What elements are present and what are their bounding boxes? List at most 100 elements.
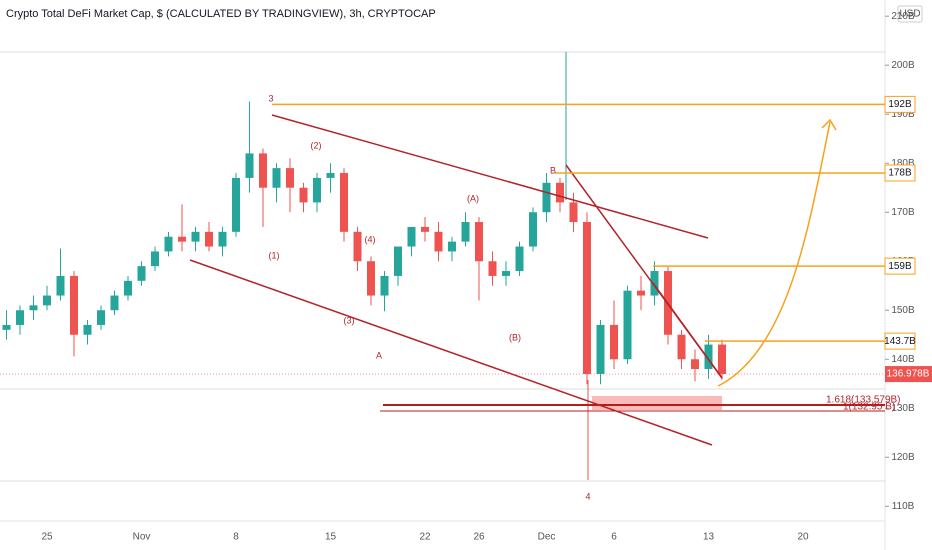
candle-body: [407, 226, 416, 247]
x-tick-label: 25: [41, 532, 53, 543]
y-tick-label: 110B: [892, 501, 915, 512]
candle-body: [691, 359, 699, 370]
x-tick-label: Dec: [538, 532, 556, 543]
candle-body: [2, 324, 11, 330]
x-tick-label: 26: [473, 532, 485, 543]
candle-body: [313, 177, 321, 203]
candle-body: [340, 173, 348, 232]
candle-body: [353, 231, 362, 262]
y-tick-label: 180B: [891, 158, 915, 169]
candle-body: [137, 266, 146, 281]
trend-line: [652, 282, 723, 379]
y-tick-label: 140B: [891, 354, 915, 365]
candle-body: [97, 310, 105, 325]
candle-body: [569, 202, 578, 223]
level-label-box: [884, 95, 916, 113]
y-tick-label: 210B: [891, 11, 915, 22]
candle-body: [704, 344, 713, 370]
candle-body: [434, 231, 443, 252]
candle-body: [542, 182, 551, 213]
level-label-box: [884, 257, 916, 275]
currency: USD: [899, 9, 920, 20]
wave-label: (1): [269, 250, 280, 260]
x-tick-label: 20: [797, 532, 809, 543]
last-price-label: 136.978B: [887, 369, 930, 380]
y-tick-label: 200B: [891, 60, 915, 71]
y-tick-label: 130B: [891, 403, 915, 414]
level-label-box: [884, 164, 916, 182]
candle-body: [151, 251, 159, 267]
candle-body: [83, 324, 92, 335]
y-tick-label: 150B: [891, 305, 915, 316]
x-tick-label: 15: [325, 532, 337, 543]
arrow-head: [821, 118, 837, 131]
candle-body: [326, 173, 335, 178]
candle-body: [43, 295, 51, 306]
trend-lines: [189, 114, 723, 446]
level-label: 159B: [888, 261, 912, 272]
currency-box: [897, 5, 923, 23]
candle-body: [178, 236, 186, 242]
y-tick-label: 190B: [891, 109, 915, 120]
x-tick-label: 8: [233, 532, 239, 543]
candle-body: [421, 226, 429, 232]
candle-body: [56, 275, 65, 296]
candle-body: [124, 280, 132, 296]
candle-body: [218, 231, 227, 247]
wave-label: (A): [467, 193, 479, 203]
candle-body: [718, 344, 726, 374]
y-tick-label: 170B: [891, 207, 915, 218]
candle-body: [259, 153, 267, 188]
y-tick-label: 120B: [891, 452, 915, 463]
candle-body: [29, 305, 38, 311]
candle-body: [448, 241, 456, 252]
wave-label: 4: [585, 491, 590, 501]
wave-label: (4): [365, 234, 376, 244]
chart-title: Crypto Total DeFi Market Cap, $ (CALCULA…: [6, 8, 436, 20]
level-label: 192B: [888, 99, 912, 110]
candle-body: [623, 290, 632, 360]
fib-label: 1(132.95 B): [843, 402, 895, 413]
candle-body: [299, 187, 308, 203]
candle-body: [286, 168, 294, 188]
level-label: 178B: [888, 168, 912, 179]
candle-body: [637, 290, 645, 296]
level-label: 143.7B: [884, 336, 916, 347]
wave-label: 3: [268, 93, 273, 103]
candle-body: [164, 236, 173, 252]
channel-lower: [189, 259, 713, 446]
candle-body: [610, 324, 618, 360]
x-tick-label: 6: [611, 532, 617, 543]
support-zone: [592, 396, 722, 410]
candle-body: [272, 168, 281, 188]
last-price-box: [885, 366, 932, 383]
candle-body: [488, 261, 497, 276]
candle-body: [556, 182, 564, 203]
candle-body: [583, 222, 591, 374]
candle-body: [70, 275, 78, 335]
candle-body: [596, 324, 605, 374]
x-tick-label: 22: [419, 532, 431, 543]
candle-body: [191, 231, 200, 242]
candle-body: [245, 153, 254, 178]
level-label-box: [884, 332, 916, 350]
wave-label: B: [550, 165, 556, 175]
candle-body: [677, 334, 686, 360]
fib-label: 1.618(133.579B): [826, 395, 901, 406]
x-tick-label: 13: [703, 532, 715, 543]
x-tick-label: Nov: [133, 532, 151, 543]
candle-body: [110, 295, 119, 311]
projection-arrow: [717, 121, 831, 387]
wave-label: A: [376, 350, 382, 360]
wave-label: (3): [344, 315, 355, 325]
candle-body: [461, 222, 470, 242]
candle-body: [502, 271, 510, 276]
candle-body: [380, 275, 389, 296]
candle-body: [394, 246, 402, 276]
candle-body: [529, 212, 537, 247]
candles: [2, 101, 726, 385]
candle-body: [650, 271, 659, 296]
channel-upper: [271, 114, 709, 239]
